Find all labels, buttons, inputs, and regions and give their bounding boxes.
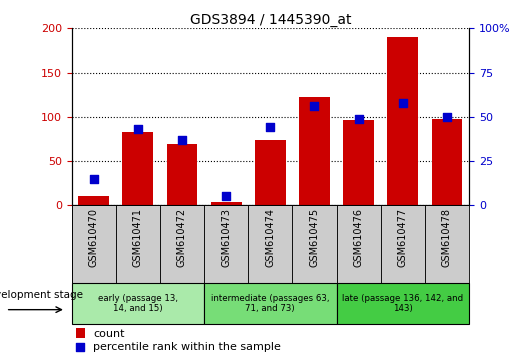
FancyBboxPatch shape xyxy=(248,205,293,283)
Text: GSM610474: GSM610474 xyxy=(266,208,275,267)
FancyBboxPatch shape xyxy=(204,205,248,283)
Text: intermediate (passages 63,
71, and 73): intermediate (passages 63, 71, and 73) xyxy=(211,294,330,313)
FancyBboxPatch shape xyxy=(116,205,160,283)
Text: development stage: development stage xyxy=(0,290,83,299)
Bar xyxy=(122,132,153,205)
FancyBboxPatch shape xyxy=(160,205,204,283)
Text: GSM610472: GSM610472 xyxy=(177,208,187,267)
Point xyxy=(443,114,451,120)
Bar xyxy=(255,140,286,205)
Text: GSM610477: GSM610477 xyxy=(398,208,408,267)
Text: GSM610473: GSM610473 xyxy=(221,208,231,267)
FancyBboxPatch shape xyxy=(425,205,469,283)
Text: GSM610475: GSM610475 xyxy=(310,208,320,267)
Text: GSM610478: GSM610478 xyxy=(442,208,452,267)
Bar xyxy=(431,120,462,205)
Bar xyxy=(343,120,374,205)
Text: GSM610476: GSM610476 xyxy=(354,208,364,267)
Text: count: count xyxy=(93,329,125,339)
Point xyxy=(76,345,85,350)
Point xyxy=(178,137,186,143)
FancyBboxPatch shape xyxy=(337,283,469,324)
Point xyxy=(266,125,275,130)
Point xyxy=(90,176,98,182)
Bar xyxy=(299,97,330,205)
Bar xyxy=(78,196,109,205)
FancyBboxPatch shape xyxy=(72,205,116,283)
FancyBboxPatch shape xyxy=(337,205,381,283)
Text: GSM610470: GSM610470 xyxy=(89,208,99,267)
Bar xyxy=(387,37,418,205)
Bar xyxy=(166,144,197,205)
Text: GSM610471: GSM610471 xyxy=(133,208,143,267)
FancyBboxPatch shape xyxy=(72,283,204,324)
Text: late (passage 136, 142, and
143): late (passage 136, 142, and 143) xyxy=(342,294,463,313)
Point xyxy=(399,100,407,105)
FancyBboxPatch shape xyxy=(204,283,337,324)
Point xyxy=(355,116,363,121)
FancyBboxPatch shape xyxy=(381,205,425,283)
Point xyxy=(222,194,231,199)
Point xyxy=(134,126,142,132)
Bar xyxy=(76,329,85,338)
Title: GDS3894 / 1445390_at: GDS3894 / 1445390_at xyxy=(190,13,351,27)
Text: percentile rank within the sample: percentile rank within the sample xyxy=(93,342,281,353)
FancyBboxPatch shape xyxy=(293,205,337,283)
Point xyxy=(310,103,319,109)
Text: early (passage 13,
14, and 15): early (passage 13, 14, and 15) xyxy=(98,294,178,313)
Bar xyxy=(211,202,242,205)
